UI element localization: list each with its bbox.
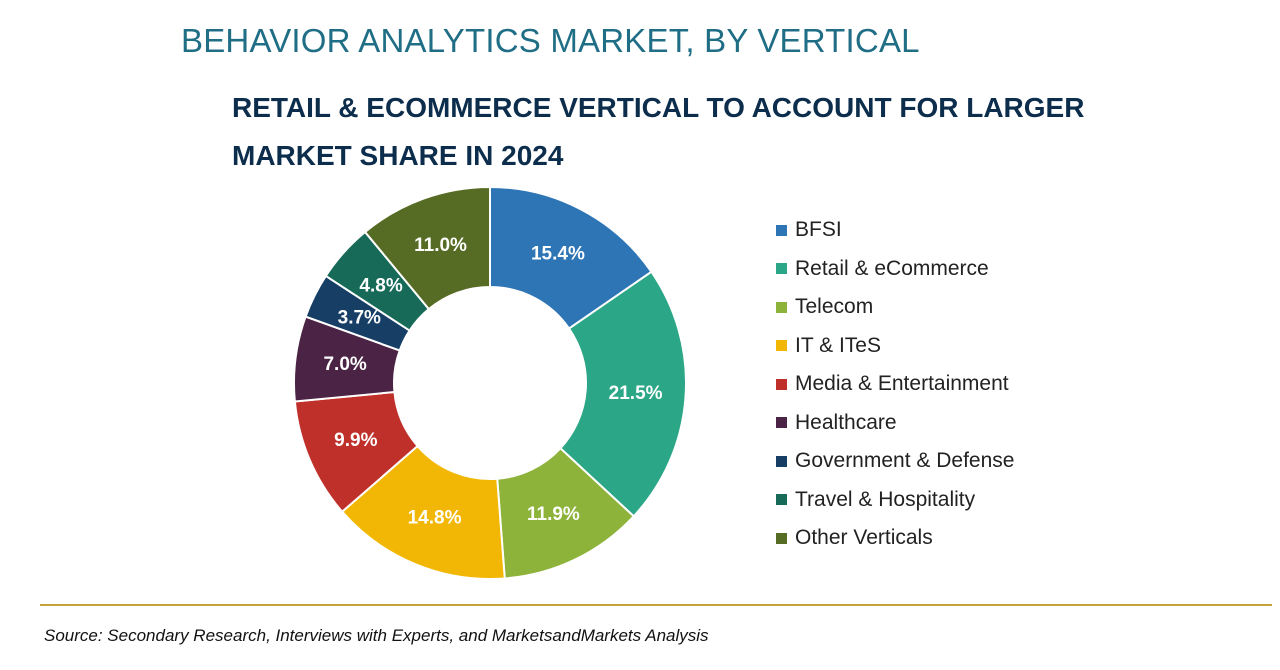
source-note: Source: Secondary Research, Interviews w… (44, 626, 709, 645)
legend-label: Telecom (795, 295, 874, 319)
legend-label: Travel & Hospitality (795, 487, 976, 511)
legend-label: Retail & eCommerce (795, 256, 989, 280)
legend-swatch (776, 494, 787, 506)
legend-swatch (776, 340, 787, 352)
slice-it-ites (340, 444, 506, 580)
slice-label: 15.4% (531, 243, 585, 264)
chart-legend: BFSI Retail & eCommerce Telecom IT & ITeS Me… (776, 211, 1014, 558)
legend-label: Other Verticals (795, 526, 933, 550)
legend-item: Other Verticals (776, 519, 1014, 558)
slice-label: 21.5% (609, 383, 663, 404)
legend-item: Government & Defense (776, 442, 1014, 481)
slice-label: 11.9% (527, 504, 580, 525)
legend-label: Media & Entertainment (795, 372, 1009, 396)
chart-subtitle: RETAIL & ECOMMERCE VERTICAL TO ACCOUNT F… (232, 92, 1085, 171)
legend-item: Telecom (776, 288, 1014, 327)
slice-label: 7.0% (323, 354, 366, 375)
slice-label: 3.7% (338, 307, 381, 328)
legend-label: BFSI (795, 218, 842, 242)
slice-label: 9.9% (334, 430, 377, 451)
slice-bfsi (489, 185, 653, 330)
legend-item: IT & ITeS (776, 327, 1014, 366)
slice-label: 4.8% (359, 275, 402, 296)
slice-other-verticals (363, 185, 491, 311)
legend-item: Travel & Hospitality (776, 481, 1014, 520)
legend-swatch (776, 532, 787, 544)
legend-swatch (776, 301, 787, 313)
legend-swatch (776, 455, 787, 467)
legend-swatch (776, 417, 787, 429)
legend-label: Healthcare (795, 410, 897, 434)
legend-swatch (776, 263, 787, 275)
legend-swatch (776, 224, 787, 236)
slice-label: 14.8% (408, 508, 462, 529)
legend-item: Media & Entertainment (776, 365, 1014, 404)
slice-label: 11.0% (414, 235, 467, 256)
footer-divider (40, 604, 1272, 606)
legend-item: Healthcare (776, 404, 1014, 443)
legend-item: Retail & eCommerce (776, 250, 1014, 289)
legend-item: BFSI (776, 211, 1014, 250)
slice-retail-ecommerce (558, 270, 687, 518)
legend-label: Government & Defense (795, 449, 1015, 473)
chart-title: BEHAVIOR ANALYTICS MARKET, BY VERTICAL (181, 22, 920, 59)
donut-chart: 15.4% 21.5% 11.9% 14.8% 9.9% 7.0% 3.7% 4.8% 11.0… (293, 185, 687, 580)
legend-swatch (776, 378, 787, 390)
legend-label: IT & ITeS (795, 333, 881, 357)
